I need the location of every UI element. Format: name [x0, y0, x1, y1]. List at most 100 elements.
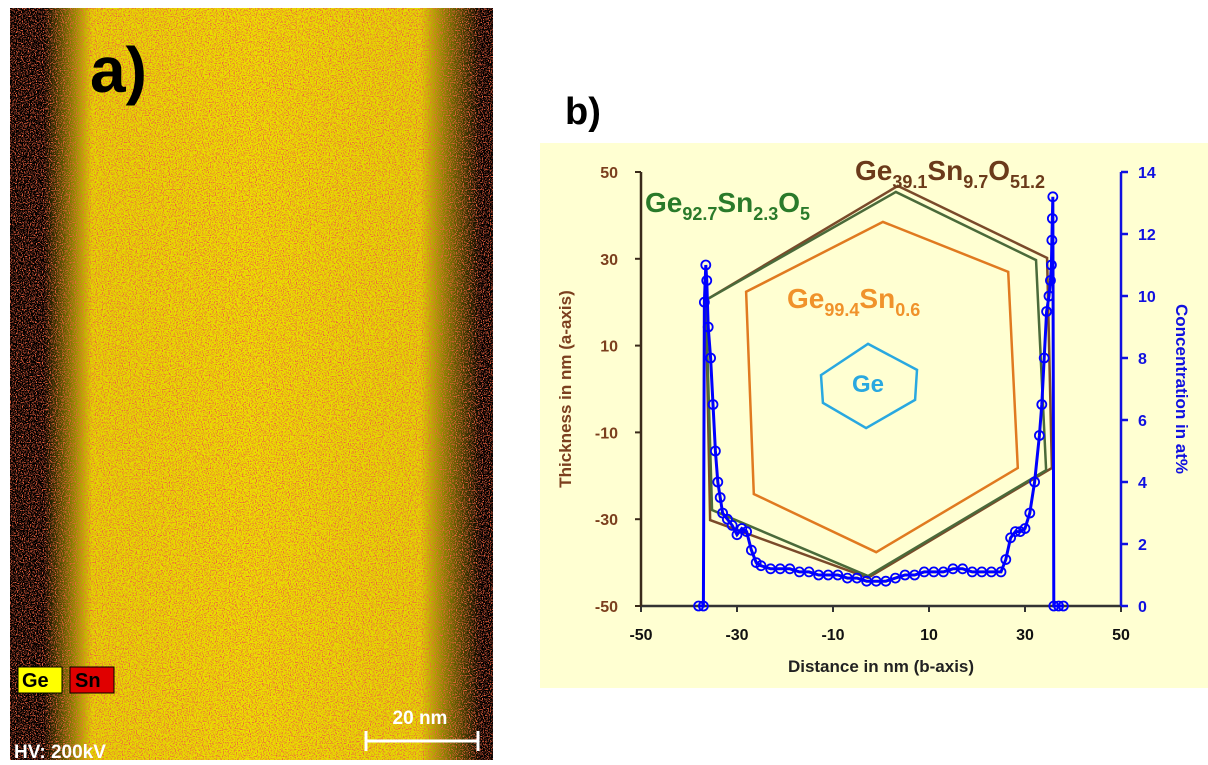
label-text: Sn — [717, 187, 753, 218]
data-point — [1041, 306, 1052, 317]
panel-label: b) — [565, 91, 601, 133]
data-point — [1045, 275, 1056, 286]
data-point — [1053, 600, 1064, 612]
data-point — [726, 520, 738, 531]
data-point — [803, 566, 815, 578]
data-point — [1046, 213, 1058, 224]
data-point — [705, 352, 716, 364]
data-point — [746, 544, 757, 556]
legend-label: Sn — [75, 670, 101, 692]
x-tick-label: 30 — [1016, 627, 1034, 644]
shape-label: Ge99.4Sn0.6 — [787, 283, 920, 320]
y2-tick-label: 6 — [1138, 413, 1147, 430]
data-point — [698, 296, 710, 308]
data-point — [701, 275, 713, 286]
y-tick-label: -10 — [595, 425, 618, 442]
data-point — [1058, 600, 1069, 612]
label-text: O — [988, 155, 1010, 186]
data-point — [1036, 399, 1048, 410]
data-point — [1046, 259, 1057, 271]
y-tick-label: -30 — [595, 512, 618, 529]
data-point — [1043, 290, 1055, 302]
shape-outline — [819, 342, 919, 430]
data-point — [755, 560, 767, 572]
data-point — [1034, 430, 1045, 441]
data-point — [1029, 476, 1040, 488]
label-subscript: 39.1 — [892, 172, 927, 192]
label-text: Sn — [859, 283, 895, 314]
data-point — [702, 321, 714, 333]
data-point — [880, 575, 892, 587]
label-subscript: 92.7 — [682, 204, 717, 224]
hv-label: HV: 200kV — [14, 742, 106, 760]
scale-bar-label: 20 nm — [393, 708, 448, 729]
data-point — [957, 563, 968, 575]
data-point — [1046, 234, 1058, 246]
x-tick-label: 10 — [920, 627, 938, 644]
data-point — [1038, 352, 1050, 364]
y-tick-label: -50 — [595, 599, 618, 616]
panel-a: a) Ge Sn 20 nm HV: 200kV — [10, 8, 493, 763]
data-point — [741, 526, 752, 537]
chart: Ge39.1Sn9.7O51.2Ge92.7Sn2.3O5Ge99.4Sn0.6… — [540, 143, 1208, 688]
y2-tick-label: 8 — [1138, 351, 1147, 368]
y-axis-title: Thickness in nm (a-axis) — [556, 290, 575, 487]
legend-swatch — [69, 666, 115, 694]
data-point — [698, 600, 709, 612]
scale-bar — [364, 731, 480, 751]
data-point — [714, 492, 726, 503]
data-point — [909, 569, 920, 581]
shape-label: Ge92.7Sn2.3O5 — [645, 187, 810, 224]
legend-label: Ge — [22, 670, 49, 692]
label-subscript: 99.4 — [824, 300, 859, 320]
data-point — [1024, 507, 1036, 519]
y2-tick-label: 14 — [1138, 165, 1156, 182]
panel-label: a) — [90, 34, 147, 106]
data-point — [784, 563, 796, 575]
label-text: O — [778, 187, 800, 218]
legend-swatch — [17, 666, 63, 694]
label-subscript: 5 — [800, 204, 810, 224]
y-tick-label: 30 — [600, 252, 618, 269]
data-point — [1047, 191, 1059, 203]
data-point — [712, 476, 724, 488]
chart-background — [540, 143, 1208, 688]
data-point — [707, 399, 719, 410]
shape-label: Ge — [852, 371, 884, 398]
y2-tick-label: 4 — [1138, 475, 1147, 492]
label-subscript: 9.7 — [963, 172, 988, 192]
x-tick-label: 50 — [1112, 627, 1130, 644]
label-subscript: 2.3 — [753, 204, 778, 224]
data-point — [700, 259, 712, 271]
data-point — [832, 569, 844, 581]
x-tick-label: -30 — [725, 627, 748, 644]
y-tick-label: 10 — [600, 339, 618, 356]
data-point — [1019, 523, 1031, 534]
y2-tick-label: 2 — [1138, 537, 1147, 554]
y2-axis-title: Concentration in at% — [1172, 304, 1191, 474]
label-text: Ge — [855, 155, 892, 186]
y-tick-label: 50 — [600, 165, 618, 182]
y2-tick-label: 0 — [1138, 599, 1147, 616]
label-text: Ge — [645, 187, 682, 218]
label-text: Sn — [927, 155, 963, 186]
x-tick-label: -50 — [629, 627, 652, 644]
label-text: Ge — [787, 283, 824, 314]
y2-tick-label: 12 — [1138, 227, 1156, 244]
label-text: Ge — [852, 371, 884, 398]
eds-speckle — [10, 8, 493, 760]
data-point — [890, 572, 901, 584]
data-point — [851, 572, 863, 584]
y2-tick-label: 10 — [1138, 289, 1156, 306]
x-tick-label: -10 — [821, 627, 844, 644]
data-point — [710, 445, 721, 457]
label-subscript: 51.2 — [1010, 172, 1045, 192]
data-point — [1000, 554, 1012, 565]
data-point — [995, 566, 1007, 578]
x-axis-title: Distance in nm (b-axis) — [788, 657, 974, 676]
data-point — [693, 600, 704, 612]
shape-outline — [704, 190, 1048, 578]
shape-label: Ge39.1Sn9.7O51.2 — [855, 155, 1045, 192]
